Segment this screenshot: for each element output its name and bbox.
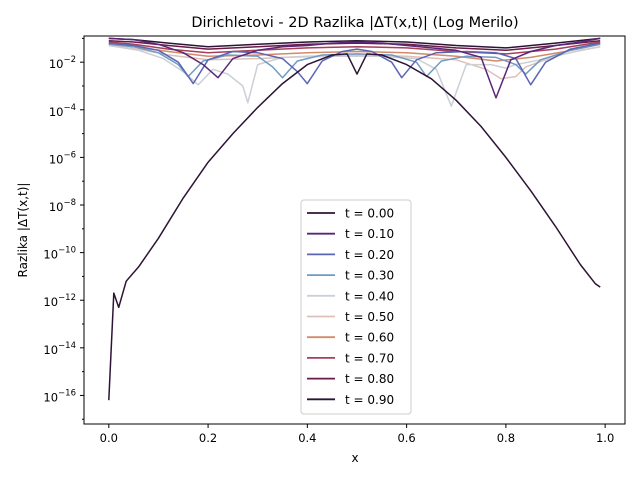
plot-frame [83, 35, 626, 425]
series-line-1 [108, 37, 601, 99]
y-tick-exponent: −6 [63, 150, 76, 160]
x-tick-label: 1.0 [596, 431, 614, 445]
legend-label-9: t = 0.90 [345, 393, 394, 407]
y-tick-exponent: −2 [63, 55, 76, 65]
y-tick-exponent: −12 [58, 293, 76, 303]
y-tick-label: 10−10 [43, 246, 76, 262]
legend-label-7: t = 0.70 [345, 351, 394, 365]
y-tick-base: 10 [49, 152, 64, 166]
series-line-2 [108, 42, 601, 86]
y-tick-label: 10−12 [43, 293, 76, 309]
y-tick-label: 10−16 [43, 388, 76, 404]
y-tick-exponent: −14 [58, 341, 76, 351]
legend-label-6: t = 0.60 [345, 331, 394, 345]
legend-label-0: t = 0.00 [345, 207, 394, 221]
y-tick-label: 10−8 [49, 198, 76, 214]
legend-label-5: t = 0.50 [345, 310, 394, 324]
y-tick-exponent: −8 [63, 198, 76, 208]
y-tick-label: 10−2 [49, 55, 76, 71]
legend-label-8: t = 0.80 [345, 372, 394, 386]
y-tick-exponent: −10 [58, 246, 76, 256]
x-tick-label: 0.4 [298, 431, 316, 445]
y-tick-label: 10−4 [49, 103, 76, 119]
x-tick-label: 0.6 [397, 431, 415, 445]
series-line-9 [108, 37, 601, 49]
chart-title: Dirichletovi - 2D Razlika |ΔT(x,t)| (Log… [191, 15, 518, 31]
y-tick-base: 10 [49, 200, 64, 214]
legend-label-3: t = 0.30 [345, 269, 394, 283]
legend-label-1: t = 0.10 [345, 227, 394, 241]
series-line-7 [108, 41, 601, 55]
y-tick-label: 10−14 [43, 341, 76, 357]
y-tick-base: 10 [43, 343, 58, 357]
x-tick-label: 0.8 [497, 431, 515, 445]
y-tick-base: 10 [43, 248, 58, 262]
x-tick-label: 0.2 [199, 431, 217, 445]
y-tick-base: 10 [49, 57, 64, 71]
y-tick-base: 10 [49, 105, 64, 119]
y-tick-base: 10 [43, 295, 58, 309]
x-tick-label: 0.0 [100, 431, 118, 445]
x-ticks: 0.0 0.2 0.4 0.6 0.8 1.0 [100, 424, 614, 445]
series-line-6 [108, 43, 601, 62]
y-tick-base: 10 [43, 390, 58, 404]
legend-items: t = 0.00 t = 0.10 t = 0.20 t = 0.30 t = 0.40… [307, 207, 394, 407]
series-layer [108, 37, 601, 401]
legend-label-4: t = 0.40 [345, 289, 394, 303]
y-axis-label: Razlika |ΔT(x,t)| [16, 183, 30, 278]
y-tick-exponent: −16 [58, 388, 76, 398]
y-tick-label: 10−6 [49, 150, 76, 166]
series-line-0 [108, 53, 601, 401]
x-axis-label: x [351, 451, 358, 465]
series-line-5 [108, 44, 601, 80]
y-tick-exponent: −4 [63, 103, 76, 113]
legend: t = 0.00 t = 0.10 t = 0.20 t = 0.30 t = 0.40… [300, 199, 412, 415]
legend-label-2: t = 0.20 [345, 248, 394, 262]
